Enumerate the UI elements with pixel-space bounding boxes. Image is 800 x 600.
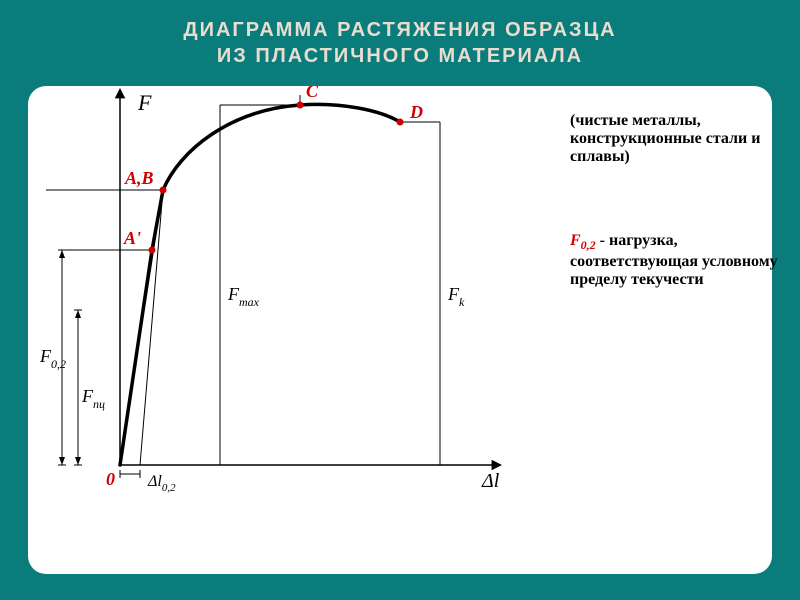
point-label-AB: A,B xyxy=(124,168,154,188)
point-Aprime xyxy=(149,247,156,254)
title-line1: ДИАГРАММА РАСТЯЖЕНИЯ ОБРАЗЦА xyxy=(183,17,616,43)
label-dl02: Δl0,2 xyxy=(147,473,176,494)
axis-label-dl: Δl xyxy=(481,470,500,492)
point-label-Aprime: A' xyxy=(123,228,141,248)
legend-materials: (чистые металлы, конструкционные стали и… xyxy=(570,112,780,166)
stress-strain-curve xyxy=(120,104,400,465)
legend-f02: F0,2 - нагрузка, соответствующая условно… xyxy=(570,232,780,289)
origin-label: 0 xyxy=(106,469,115,489)
label-Fk: Fk xyxy=(447,284,465,309)
label-Fmax: Fmax xyxy=(227,284,260,309)
construction-line xyxy=(140,190,163,465)
point-C xyxy=(297,102,304,109)
point-AB xyxy=(160,187,167,194)
title-line2: ИЗ ПЛАСТИЧНОГО МАТЕРИАЛА xyxy=(217,43,583,69)
legend-line2: конструкционные стали и xyxy=(570,130,780,148)
point-D xyxy=(397,119,404,126)
point-label-C: C xyxy=(306,86,319,101)
legend-line1: (чистые металлы, xyxy=(570,112,780,130)
f02-text: - нагрузка, соответствующая условному пр… xyxy=(570,232,778,288)
legend-line3: сплавы) xyxy=(570,148,780,166)
axis-label-F: F xyxy=(137,90,152,115)
f02-symbol: F0,2 xyxy=(570,232,596,249)
point-label-D: D xyxy=(409,102,423,122)
label-Fpc: Fпц xyxy=(81,386,105,411)
